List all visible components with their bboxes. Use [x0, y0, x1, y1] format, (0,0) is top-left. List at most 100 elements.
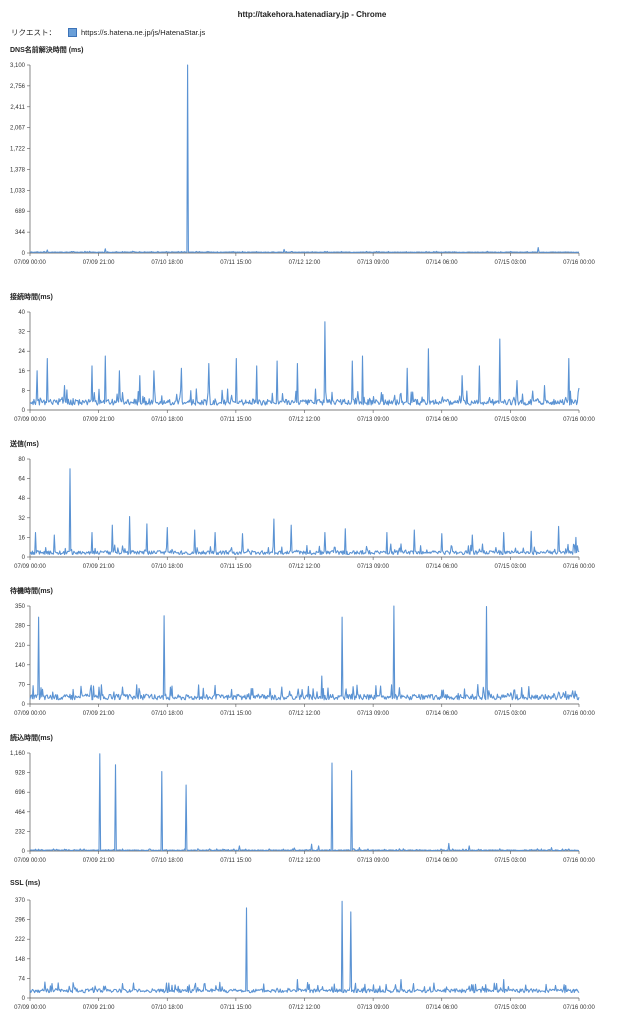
y-tick-label: 70: [18, 682, 25, 688]
y-tick-label: 210: [15, 643, 26, 649]
y-tick-label: 64: [18, 477, 25, 483]
page-title: http://takehora.hatenadiary.jp - Chrome: [237, 10, 387, 19]
x-tick-label: 07/14 06:00: [426, 564, 458, 570]
x-tick-label: 07/12 12:00: [289, 564, 321, 570]
y-tick-label: 8: [22, 388, 26, 394]
y-tick-label: 24: [18, 349, 25, 355]
y-tick-label: 696: [15, 790, 26, 796]
y-tick-label: 74: [18, 976, 25, 982]
y-tick-label: 32: [18, 330, 25, 336]
y-tick-label: 2,756: [10, 84, 26, 90]
x-tick-label: 07/10 18:00: [151, 564, 183, 570]
x-tick-label: 07/13 09:00: [357, 1005, 389, 1011]
x-tick-label: 07/15 03:00: [495, 858, 527, 864]
x-tick-label: 07/11 15:00: [220, 1005, 252, 1011]
x-tick-label: 07/11 15:00: [220, 417, 252, 423]
x-tick-label: 07/11 15:00: [220, 564, 252, 570]
chart-svg: 0 232 464 696 928 1,160 07/09 00:00 07/09 21:00…: [10, 751, 596, 864]
x-tick-label: 07/09 21:00: [83, 711, 115, 717]
y-tick-label: 2,067: [10, 126, 26, 132]
y-tick-label: 928: [15, 771, 26, 777]
x-tick-label: 07/15 03:00: [495, 711, 527, 717]
y-tick-label: 0: [22, 996, 26, 1002]
x-tick-label: 07/10 18:00: [151, 1005, 183, 1011]
x-tick-label: 07/13 09:00: [357, 711, 389, 717]
chart-title: SSL (ms): [10, 880, 41, 887]
y-tick-label: 344: [15, 230, 26, 236]
y-tick-label: 148: [15, 957, 26, 963]
x-tick-label: 07/14 06:00: [426, 858, 458, 864]
series-line: [29, 900, 580, 994]
y-tick-label: 222: [15, 937, 26, 943]
y-tick-label: 1,033: [10, 188, 26, 194]
x-tick-label: 07/13 09:00: [357, 858, 389, 864]
y-tick-label: 370: [15, 898, 26, 904]
x-tick-label: 07/14 06:00: [426, 711, 458, 717]
x-tick-label: 07/12 12:00: [289, 858, 321, 864]
x-tick-label: 07/09 21:00: [83, 260, 115, 266]
y-tick-label: 0: [22, 702, 26, 708]
series-line: [29, 64, 580, 253]
x-tick-label: 07/10 18:00: [151, 260, 183, 266]
x-tick-label: 07/15 03:00: [495, 260, 527, 266]
y-tick-label: 40: [18, 310, 25, 316]
x-tick-label: 07/16 00:00: [563, 858, 595, 864]
x-tick-label: 07/11 15:00: [220, 711, 252, 717]
x-tick-label: 07/15 03:00: [495, 1005, 527, 1011]
x-tick-label: 07/13 09:00: [357, 564, 389, 570]
y-tick-label: 16: [18, 535, 25, 541]
x-tick-label: 07/15 03:00: [495, 564, 527, 570]
request-label: リクエスト：: [11, 28, 56, 37]
x-tick-label: 07/11 15:00: [220, 858, 252, 864]
x-tick-label: 07/16 00:00: [563, 1005, 595, 1011]
x-tick-label: 07/12 12:00: [289, 1005, 321, 1011]
y-tick-label: 16: [18, 369, 25, 375]
x-tick-label: 07/14 06:00: [426, 417, 458, 423]
y-tick-label: 464: [15, 810, 26, 816]
x-tick-label: 07/09 21:00: [83, 564, 115, 570]
y-tick-label: 1,378: [10, 167, 26, 173]
y-tick-label: 1,722: [10, 147, 26, 153]
chart-title: 送信(ms): [10, 441, 39, 448]
chart-svg: 0 8 16 24 32 40 07/09 00:00 07/09 21:00 07/10 18…: [14, 310, 595, 423]
y-tick-label: 3,100: [10, 63, 26, 69]
x-tick-label: 07/16 00:00: [563, 417, 595, 423]
y-tick-label: 232: [15, 829, 26, 835]
x-tick-label: 07/16 00:00: [563, 711, 595, 717]
chart-svg: 0 16 32 48 64 80 07/09 00:00 07/09 21:00 07/10 1…: [14, 457, 595, 570]
x-tick-label: 07/16 00:00: [563, 564, 595, 570]
y-tick-label: 32: [18, 516, 25, 522]
y-tick-label: 0: [22, 408, 26, 414]
y-tick-label: 0: [22, 555, 26, 561]
x-tick-label: 07/15 03:00: [495, 417, 527, 423]
y-tick-label: 80: [18, 457, 25, 463]
x-tick-label: 07/10 18:00: [151, 417, 183, 423]
legend-label: https://s.hatena.ne.jp/js/HatenaStar.js: [81, 28, 206, 37]
chart-title: 接続時間(ms): [10, 294, 53, 301]
y-tick-label: 689: [15, 209, 26, 215]
x-tick-label: 07/09 21:00: [83, 417, 115, 423]
chart-svg: 0 70 140 210 280 350 07/09 00:00 07/09 21:00 07/…: [14, 604, 595, 717]
y-tick-label: 140: [15, 663, 26, 669]
series-line: [30, 753, 580, 852]
series-line: [29, 321, 580, 406]
x-tick-label: 07/10 18:00: [151, 711, 183, 717]
y-tick-label: 280: [15, 624, 26, 630]
series-line: [29, 468, 580, 556]
y-tick-label: 48: [18, 496, 25, 502]
x-tick-label: 07/09 00:00: [14, 564, 46, 570]
x-tick-label: 07/09 00:00: [14, 711, 46, 717]
x-tick-label: 07/13 09:00: [357, 417, 389, 423]
legend: リクエスト： https://s.hatena.ne.jp/js/HatenaS…: [11, 27, 205, 38]
y-tick-label: 1,160: [10, 751, 26, 757]
x-tick-label: 07/16 00:00: [563, 260, 595, 266]
x-tick-label: 07/14 06:00: [426, 1005, 458, 1011]
y-tick-label: 0: [22, 849, 26, 855]
chart-title: 待機時間(ms): [10, 588, 53, 595]
x-tick-label: 07/09 21:00: [83, 858, 115, 864]
x-tick-label: 07/10 18:00: [151, 858, 183, 864]
y-tick-label: 350: [15, 604, 26, 610]
x-tick-label: 07/14 06:00: [426, 260, 458, 266]
x-tick-label: 07/09 00:00: [14, 1005, 46, 1011]
chart-svg: 0 74 148 222 296 370 07/09 00:00 07/09 21:00 07/…: [14, 898, 595, 1011]
